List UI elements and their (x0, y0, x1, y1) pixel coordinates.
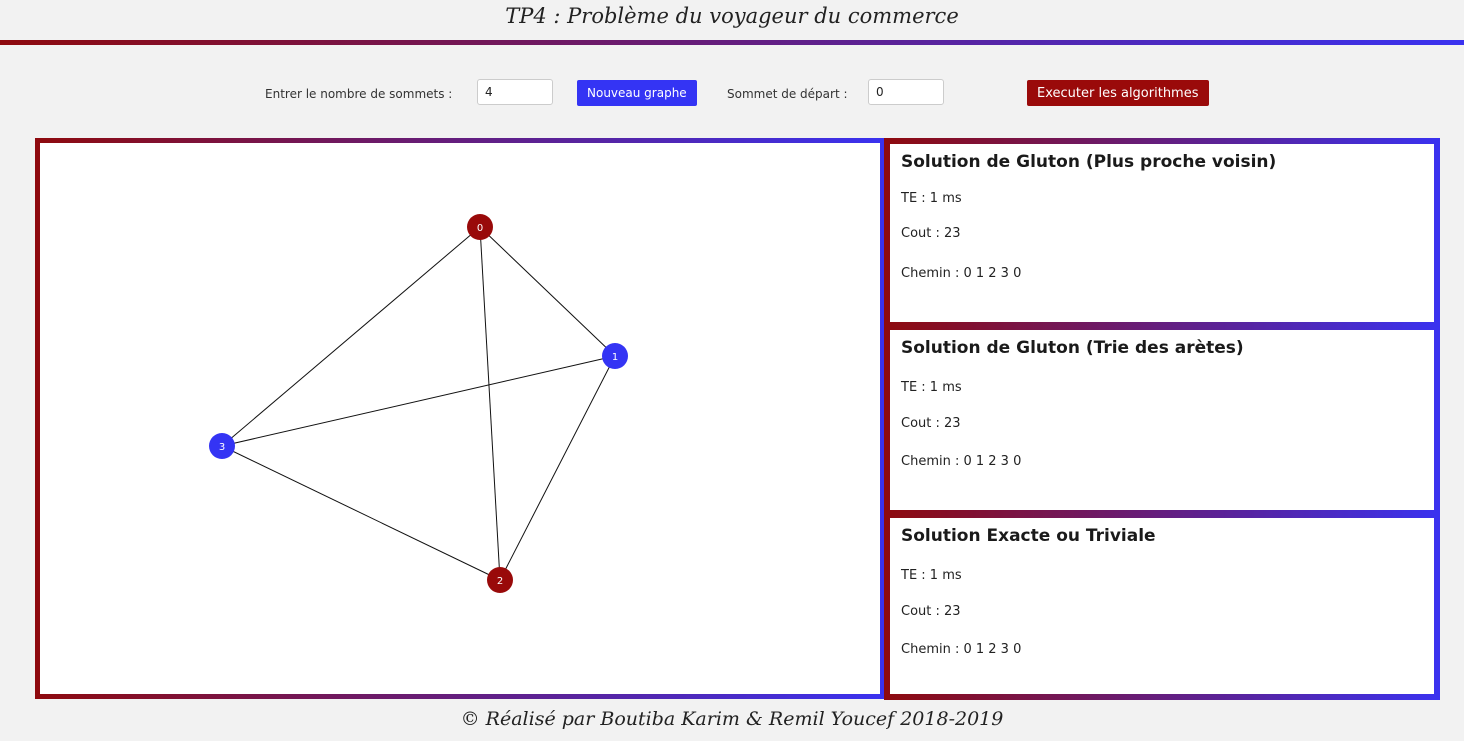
graph-edge-1-2 (499, 355, 616, 581)
solution-title: Solution de Gluton (Plus proche voisin) (901, 152, 1277, 172)
graph-edge-1-3 (221, 355, 616, 447)
graph-node-circle (602, 343, 628, 369)
graph-node-label: 1 (612, 352, 618, 363)
footer-credits: © Réalisé par Boutiba Karim & Remil Youc… (460, 708, 1004, 730)
title-divider (0, 40, 1464, 45)
graph-edge-0-1 (479, 226, 616, 357)
solution-time: TE : 1 ms (901, 191, 962, 206)
graph-edge-0-3 (221, 226, 481, 447)
graph-svg: 0 1 2 3 (209, 214, 628, 593)
start-vertex-input[interactable] (868, 79, 944, 105)
solution-title: Solution de Gluton (Trie des arètes) (901, 338, 1244, 358)
graph-node-label: 2 (497, 576, 503, 587)
graph-node-label: 3 (219, 442, 225, 453)
graph-node-circle (209, 433, 235, 459)
graph-edge-0-2 (479, 226, 501, 581)
solution-cost: Cout : 23 (901, 416, 961, 431)
solution-panel-edge-sort: Solution de Gluton (Trie des arètes) TE … (884, 324, 1440, 516)
solution-panel-nearest-neighbor: Solution de Gluton (Plus proche voisin) … (884, 138, 1440, 328)
solution-title: Solution Exacte ou Triviale (901, 526, 1156, 546)
new-graph-button[interactable]: Nouveau graphe (577, 80, 697, 106)
solution-path: Chemin : 0 1 2 3 0 (901, 454, 1022, 469)
graph-edge-2-3 (221, 445, 501, 581)
page-title: TP4 : Problème du voyageur du commerce (505, 4, 959, 28)
graph-node-2[interactable]: 2 (487, 567, 513, 593)
solution-time: TE : 1 ms (901, 380, 962, 395)
solution-path: Chemin : 0 1 2 3 0 (901, 266, 1022, 281)
solution-cost: Cout : 23 (901, 604, 961, 619)
start-vertex-label: Sommet de départ : (727, 87, 848, 101)
solution-path: Chemin : 0 1 2 3 0 (901, 642, 1022, 657)
solution-cost: Cout : 23 (901, 226, 961, 241)
graph-node-label: 0 (477, 223, 483, 234)
graph-node-3[interactable]: 3 (209, 433, 235, 459)
vertices-count-label: Entrer le nombre de sommets : (265, 87, 453, 101)
graph-canvas[interactable]: 0 1 2 3 (35, 138, 885, 699)
graph-node-circle (487, 567, 513, 593)
graph-node-circle (467, 214, 493, 240)
solution-panel-exact: Solution Exacte ou Triviale TE : 1 ms Co… (884, 512, 1440, 700)
graph-node-1[interactable]: 1 (602, 343, 628, 369)
graph-node-0[interactable]: 0 (467, 214, 493, 240)
vertices-count-input[interactable] (477, 79, 553, 105)
solution-time: TE : 1 ms (901, 568, 962, 583)
toolbar: Entrer le nombre de sommets : Nouveau gr… (0, 78, 1464, 108)
run-algorithms-button[interactable]: Executer les algorithmes (1027, 80, 1209, 106)
